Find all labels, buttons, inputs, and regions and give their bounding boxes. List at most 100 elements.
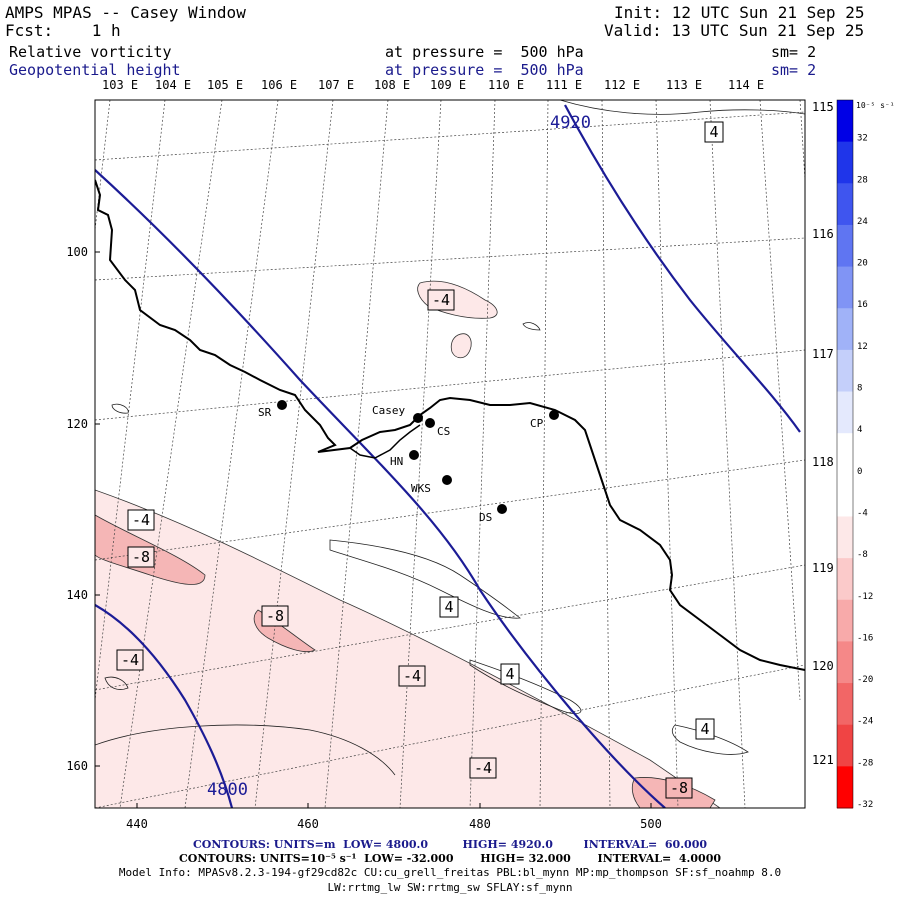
station-label-cp: CP [530,417,544,430]
lon-label: 106 E [261,78,297,92]
graticule [95,100,805,808]
vort-label: 4 [700,720,709,738]
vort-label: -4 [432,291,450,309]
colorbar-label: -16 [857,633,873,643]
colorbar-swatch [837,433,853,476]
colorbar-swatch [837,308,853,351]
colorbar-label: -20 [857,675,873,685]
colorbar-swatch [837,349,853,393]
colorbar-label: 16 [857,300,868,310]
colorbar-swatch [837,391,853,434]
lon-label: 108 E [374,78,410,92]
vort-label-box-n-4: -4 [427,289,455,311]
colorbar-swatch [837,766,853,809]
top-longitude-labels: 103 E 104 E 105 E 106 E 107 E 108 E 109 … [102,78,764,92]
vort-label: -8 [266,607,284,625]
station-dot-wks [442,475,452,485]
contour-4800 [95,604,234,808]
init-time: Init: 12 UTC Sun 21 Sep 25 [614,3,865,22]
lon-label: 112 E [604,78,640,92]
station-dot-cs [425,418,435,428]
colorbar-label: 0 [857,467,862,477]
vort-label: -4 [121,651,139,669]
colorbar-label: -8 [857,550,868,560]
colorbar-label: 28 [857,175,868,185]
lon-label: 103 E [102,78,138,92]
vorticity-label-group: 4 -4 -4 -8 -8 -4 4 -4 4 4 -4 -8 [116,121,724,799]
vort-label: -4 [474,759,492,777]
y-tick-label: 140 [66,588,88,602]
contour-4860 [95,169,666,808]
field1-smoothing: sm= 2 [771,43,817,61]
x-axis: 440 460 480 500 [126,803,662,831]
vort-label-box-w-8: -8 [127,546,155,568]
lon-label: 110 E [488,78,524,92]
colorbar-label: -24 [857,717,873,727]
colorbar-swatch [837,641,853,684]
geopotential-contours [95,104,801,808]
vorticity-cell-negative-4-small [450,333,472,359]
vort-label-box-ss-4: -4 [469,757,497,779]
lon-label: 111 E [546,78,582,92]
lon-label: 105 E [207,78,243,92]
field2-level: at pressure = 500 hPa [385,61,584,79]
vort-label: -8 [132,548,150,566]
station-label-hn: HN [390,455,403,468]
field2-name: Geopotential height [9,61,181,79]
station-label-casey: Casey [372,404,405,417]
station-dot-casey [413,413,423,423]
colorbar-label: 4 [857,425,862,435]
colorbar-label: 20 [857,259,868,269]
colorbar-label: 8 [857,384,862,394]
station-label-ds: DS [479,511,492,524]
vort-label-box-s-4: -4 [398,665,426,687]
colorbar-swatch [837,558,853,601]
colorbar-swatch [837,474,853,517]
y-tick-label: 100 [66,245,88,259]
map-title: AMPS MPAS -- Casey Window [5,3,246,22]
x-tick-label: 500 [640,817,662,831]
colorbar-swatch [837,224,853,268]
vort-label: -4 [403,667,421,685]
vort-label: 4 [505,665,514,683]
x-tick-label: 460 [297,817,319,831]
station-label-cs: CS [437,425,450,438]
vort-label-box-w-4: -4 [127,509,155,531]
vort-label-box-se-8: -8 [665,777,693,799]
plot-frame [94,99,806,809]
colorbar-label: 32 [857,134,868,144]
vort-label-box-ne-4: 4 [704,121,724,143]
coastline-inlet [349,424,421,459]
colorbar-swatch [837,599,853,642]
y-axis: 100 120 140 160 [66,245,100,773]
contour-4920-north [564,104,801,433]
field2-smoothing: sm= 2 [771,61,817,79]
colorbar-label: -4 [857,508,868,518]
colorbar-swatch [837,100,853,143]
colorbar-frame [836,99,854,809]
vort-label-box-c-8: -8 [261,605,289,627]
station-dot-hn [409,450,419,460]
colorbar-label: -32 [857,800,873,810]
height-label-4800: 4800 [207,780,248,800]
lon-label: 113 E [666,78,702,92]
stations: SR Casey CS CP HN WKS DS [258,400,559,524]
field1-level: at pressure = 500 hPa [385,43,584,61]
lon-label: 109 E [430,78,466,92]
footer-model-info: Model Info: MPASv8.2.3-194-gf29cd82c CU:… [118,866,782,879]
field1-name: Relative vorticity [9,43,172,61]
vort-label: -8 [670,779,688,797]
station-dot-cp [549,410,559,420]
x-tick-label: 440 [126,817,148,831]
station-label-wks: WKS [411,482,431,495]
lon-label: 104 E [155,78,191,92]
station-dot-sr [277,400,287,410]
station-dot-ds [497,504,507,514]
y-tick-label: 120 [66,417,88,431]
colorbar-swatch [837,516,853,559]
colorbar: 32 28 24 20 16 12 8 4 0 -4 -8 -12 -16 -20 -24 -28 -32 [836,99,873,810]
colorbar-swatch [837,724,853,767]
colorbar-label: -12 [857,592,873,602]
colorbar-swatch [837,183,853,226]
